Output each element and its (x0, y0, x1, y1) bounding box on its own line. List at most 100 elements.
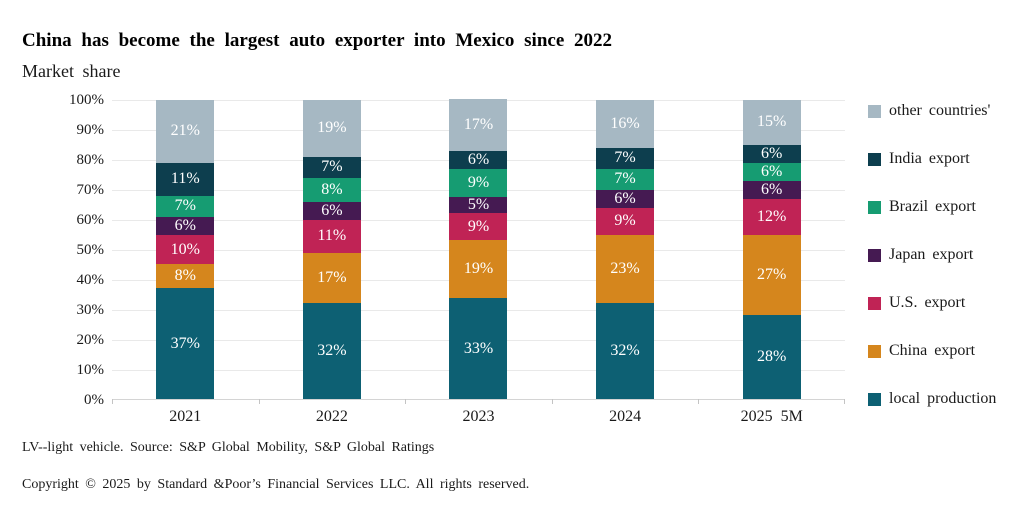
segment-value-label: 19% (317, 119, 347, 137)
x-axis-tick (844, 399, 845, 404)
bar-segment-local-production: 28% (742, 315, 801, 399)
segment-value-label: 9% (614, 212, 636, 230)
y-tick-label: 20% (76, 332, 105, 348)
legend-label: China export (889, 342, 976, 359)
bar-segment-india-export: 11% (156, 162, 215, 196)
legend-swatch (868, 296, 881, 310)
bar-column-2024: 32% 23% 9% 6% 7% 7% 16% (552, 100, 699, 399)
segment-value-label: 21% (170, 122, 200, 140)
y-tick-label: 40% (76, 272, 105, 288)
segment-value-label: 6% (614, 189, 636, 207)
legend-label: local production (889, 390, 997, 407)
legend-label: U.S. export (889, 294, 966, 311)
x-axis-label: 2025 5M (740, 408, 803, 425)
segment-value-label: 23% (610, 259, 640, 277)
bar-column-2021: 37% 8% 10% 6% 7% 11% 21% (112, 100, 259, 399)
bar-column-2022: 32% 17% 11% 6% 8% 7% 19% (259, 100, 406, 399)
legend-label: other countries' (889, 102, 991, 119)
legend: other countries' India export Brazil expor… (868, 0, 1024, 430)
legend-entry-china-export: China export (868, 342, 975, 360)
segment-value-label: 10% (170, 240, 200, 258)
bar-segment-local-production: 32% (302, 303, 361, 399)
legend-swatch (868, 104, 881, 118)
segment-value-label: 19% (463, 260, 494, 278)
legend-entry-india-export: India export (868, 150, 970, 168)
bar-column-2023: 33% 19% 9% 5% 9% 6% 17% (405, 99, 552, 399)
bar-segment-china-export: 27% (742, 234, 801, 316)
bar-segment-other-countries-: 17% (449, 99, 508, 152)
y-tick-label: 100% (69, 92, 104, 108)
segment-value-label: 9% (467, 217, 490, 235)
stacked-bar: 33% 19% 9% 5% 9% 6% 17% (449, 99, 508, 399)
legend-label: India export (889, 150, 970, 167)
x-axis-tick (551, 399, 553, 404)
bar-segment-india-export: 6% (742, 144, 801, 163)
segment-value-label: 11% (170, 170, 200, 188)
legend-label: Brazil export (889, 198, 976, 215)
segment-value-label: 6% (467, 151, 490, 169)
segment-value-label: 28% (757, 348, 787, 366)
legend-entry-u-s-export: U.S. export (868, 294, 965, 312)
bar-segment-china-export: 8% (156, 264, 215, 289)
bar-segment-japan-export: 6% (742, 180, 801, 199)
x-axis-label: 2024 (609, 408, 642, 425)
segment-value-label: 33% (463, 339, 494, 357)
segment-value-label: 7% (614, 170, 636, 188)
bar-segment-japan-export: 5% (449, 195, 508, 213)
segment-value-label: 7% (321, 158, 343, 176)
y-tick-label: 0% (84, 392, 104, 408)
legend-label: Japan export (889, 246, 974, 263)
y-tick-label: 50% (76, 242, 105, 258)
segment-value-label: 8% (174, 267, 196, 285)
legend-swatch (868, 152, 881, 166)
bar-segment-u-s-export: 9% (449, 212, 508, 241)
stacked-bar: 28% 27% 12% 6% 6% 6% 15% (742, 100, 801, 399)
bar-segment-brazil-export: 7% (596, 168, 655, 190)
x-axis-tick (405, 399, 407, 404)
x-axis-label: 2022 (315, 408, 348, 425)
y-axis: 0% 10% 20% 30% 40% 50% 60% 70% 80% 90% 100% (30, 92, 105, 408)
legend-entry-local-production: local production (868, 390, 996, 408)
segment-value-label: 16% (610, 114, 640, 132)
bar-segment-local-production: 33% (449, 298, 508, 399)
segment-value-label: 37% (170, 334, 200, 352)
bar-segment-u-s-export: 10% (156, 234, 215, 265)
plot-area: 37% 8% 10% 6% 7% 11% 21% 32% 17% 11% 6% 8% 7% 19% 33% 1… (112, 99, 845, 425)
segment-value-label: 32% (610, 342, 640, 360)
bar-segment-brazil-export: 8% (302, 177, 361, 202)
y-tick-label: 60% (76, 212, 105, 228)
bar-segment-japan-export: 6% (302, 201, 361, 220)
legend-swatch (868, 392, 881, 406)
segment-value-label: 17% (463, 116, 494, 134)
segment-value-label: 5% (467, 195, 490, 213)
x-axis-tick (112, 399, 113, 404)
x-axis-label: 2023 (462, 408, 495, 425)
bar-segment-india-export: 7% (302, 156, 361, 178)
stacked-bar: 37% 8% 10% 6% 7% 11% 21% (156, 100, 215, 399)
legend-entry-other-countries-: other countries' (868, 102, 990, 120)
bar-segment-other-countries-: 21% (156, 100, 215, 163)
segment-value-label: 32% (317, 342, 347, 360)
legend-swatch (868, 200, 881, 214)
stacked-bar: 32% 17% 11% 6% 8% 7% 19% (302, 100, 361, 399)
segment-value-label: 9% (467, 174, 490, 192)
segment-value-label: 11% (317, 227, 347, 245)
segment-value-label: 12% (757, 207, 787, 225)
bar-segment-india-export: 6% (449, 151, 508, 170)
segment-value-label: 8% (321, 180, 343, 198)
footnote-source: LV--light vehicle. Source: S&P Global Mo… (22, 440, 435, 455)
bar-segment-brazil-export: 9% (449, 169, 508, 197)
y-tick-label: 30% (76, 302, 105, 318)
segment-value-label: 27% (757, 265, 787, 283)
x-axis-tick (258, 399, 260, 404)
bar-segment-u-s-export: 9% (596, 207, 655, 235)
legend-swatch (868, 248, 881, 262)
bar-segment-india-export: 7% (596, 147, 655, 169)
bar-segment-japan-export: 6% (596, 189, 655, 208)
segment-value-label: 15% (757, 113, 787, 131)
bar-segment-brazil-export: 6% (742, 162, 801, 181)
segment-value-label: 6% (321, 201, 343, 219)
chart-title: China has become the largest auto export… (22, 30, 613, 51)
chart-subtitle: Market share (22, 61, 121, 81)
legend-entry-brazil-export: Brazil export (868, 198, 976, 216)
